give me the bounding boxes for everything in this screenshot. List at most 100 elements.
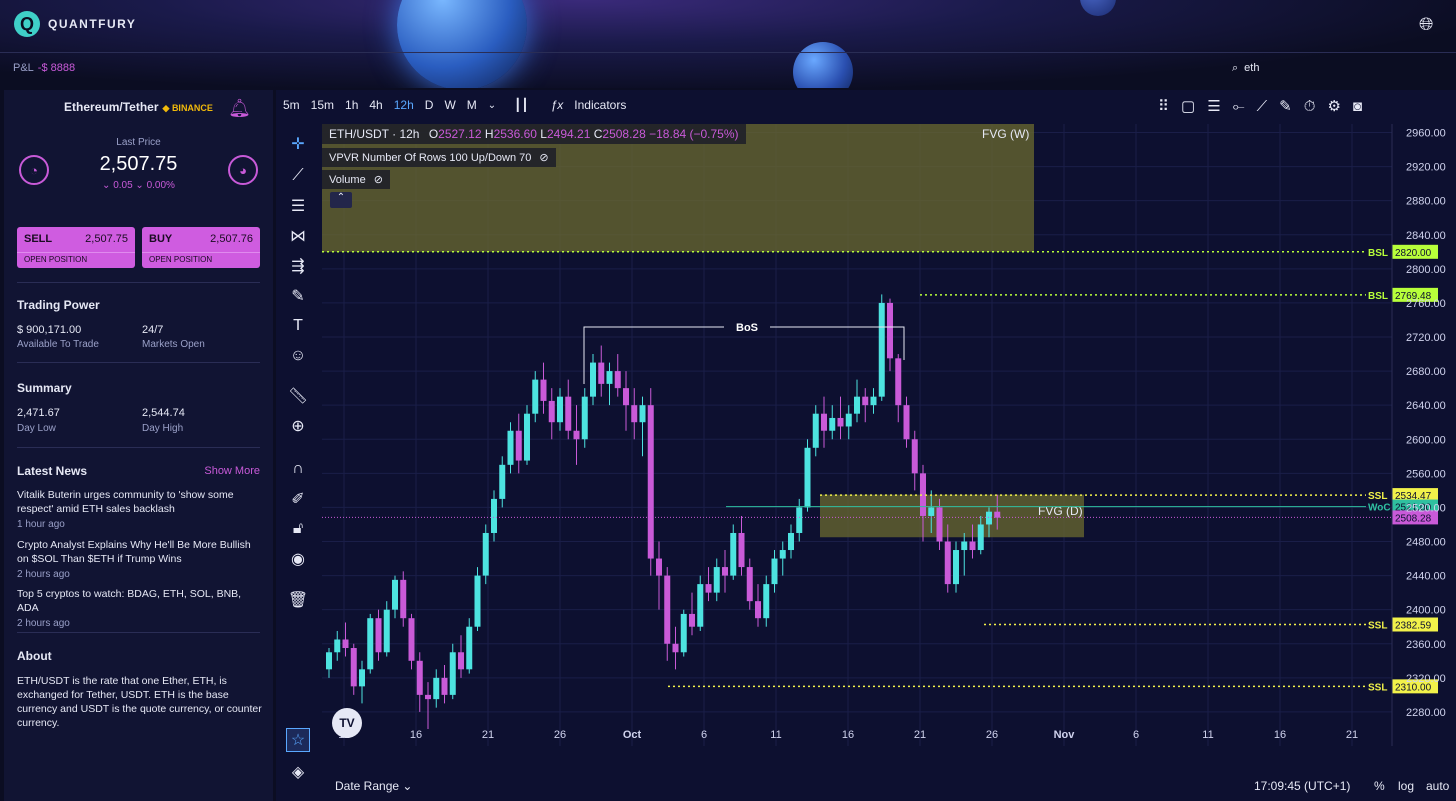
buy-button[interactable]: BUY 2,507.76 OPEN POSITION: [142, 227, 260, 268]
trend-line-icon[interactable]: ⟋: [292, 167, 304, 184]
eye-off-icon[interactable]: ⊘: [539, 152, 549, 164]
clock-readout[interactable]: 17:09:45 (UTC+1): [1254, 779, 1351, 793]
price-label-box: [1392, 488, 1438, 503]
timeframe-15m[interactable]: 15m: [310, 98, 335, 112]
candle-body: [557, 396, 563, 423]
collapse-legend-button[interactable]: ⌃: [330, 192, 352, 208]
available-label: Available To Trade: [17, 339, 99, 350]
tradingview-logo-icon[interactable]: TV: [332, 708, 362, 738]
legend-change: −18.84 (−0.75%): [649, 127, 739, 141]
brand[interactable]: Q QUANTFURY: [14, 11, 136, 37]
news-item[interactable]: Top 5 cryptos to watch: BDAG, ETH, SOL, …: [17, 587, 261, 631]
ruler-icon[interactable]: 📏︎: [287, 388, 309, 405]
news-item[interactable]: Crypto Analyst Explains Why He'll Be Mor…: [17, 538, 261, 582]
pattern-icon[interactable]: ⋈: [290, 228, 306, 245]
log-toggle[interactable]: log: [1398, 779, 1415, 793]
candle-type-icon[interactable]: ┃┃: [514, 98, 529, 112]
pair-name: Ethereum/Tether: [64, 100, 159, 114]
bull-alert-icon[interactable]: ◕: [228, 155, 258, 185]
gear-icon[interactable]: ⚙: [1327, 98, 1341, 115]
emoji-icon[interactable]: ☺: [289, 347, 307, 364]
vpvr-indicator[interactable]: VPVR Number Of Rows 100 Up/Down 70 ⊘: [322, 148, 556, 167]
percent-toggle[interactable]: %: [1374, 779, 1385, 793]
candle-body: [499, 464, 506, 499]
zoom-icon[interactable]: ⊕: [291, 418, 305, 435]
rectangle-icon[interactable]: ▢: [1181, 98, 1196, 115]
bear-alert-icon[interactable]: ◔: [19, 155, 49, 185]
candle-body: [986, 511, 992, 525]
timeframe-12h[interactable]: 12h: [393, 98, 414, 112]
about-title: About: [17, 649, 52, 663]
layers-icon[interactable]: ◈: [291, 764, 305, 781]
lines-icon[interactable]: ☰: [1207, 98, 1221, 115]
price-tick: 2440.00: [1406, 571, 1446, 583]
price-tick: 2640.00: [1406, 400, 1446, 412]
alert-bell-icon[interactable]: 🔔︎: [228, 98, 251, 118]
divider: [17, 447, 260, 448]
sell-button[interactable]: SELL 2,507.75 OPEN POSITION: [17, 227, 135, 268]
date-tick: 11: [770, 729, 781, 741]
crosshair-icon[interactable]: ✛: [291, 136, 305, 153]
pnl-value: -$ 8888: [37, 62, 76, 74]
chevron-down-icon[interactable]: ⌄: [487, 99, 497, 111]
candle-body: [887, 302, 893, 359]
timeframe-1h[interactable]: 1h: [345, 98, 359, 112]
timeframe-5m[interactable]: 5m: [283, 98, 300, 112]
camera-icon[interactable]: ◙: [1352, 97, 1362, 115]
favorite-star-icon[interactable]: ☆: [286, 728, 310, 752]
timeframe-w[interactable]: W: [444, 98, 456, 112]
auto-toggle[interactable]: auto: [1426, 779, 1450, 793]
horizontal-line-icon[interactable]: ⟜: [1232, 97, 1245, 115]
function-icon[interactable]: ƒx: [550, 98, 564, 112]
candle-body: [697, 584, 704, 627]
legend-close: 2508.28: [602, 127, 646, 141]
candle-body: [375, 618, 382, 653]
search-input[interactable]: eth: [1244, 62, 1260, 74]
lock-icon[interactable]: 🔓︎: [292, 520, 304, 537]
candle-body: [796, 507, 803, 533]
timeframe-d[interactable]: D: [424, 98, 434, 112]
alert-icon[interactable]: ⏱: [1303, 97, 1316, 115]
globe-icon[interactable]: 🌐︎: [1419, 14, 1434, 34]
search-box[interactable]: ⌕ eth: [1232, 62, 1259, 75]
indicators-button[interactable]: Indicators: [574, 98, 627, 112]
price-label-box: [1392, 499, 1438, 514]
candle-body: [969, 541, 976, 551]
magnet-icon[interactable]: ∩: [292, 460, 304, 477]
fvg-weekly-label: FVG (W): [982, 127, 1029, 141]
pair-title: Ethereum/Tether ◆ BINANCE: [4, 100, 273, 114]
candle-body: [359, 669, 365, 687]
volume-indicator[interactable]: Volume ⊘: [322, 170, 390, 189]
date-range-button[interactable]: Date Range ⌄: [335, 779, 412, 793]
news-title: Latest News: [17, 464, 88, 478]
timeframe-4h[interactable]: 4h: [369, 98, 383, 112]
text-icon[interactable]: T: [293, 317, 303, 334]
brush-icon[interactable]: ✎: [291, 288, 305, 305]
timeframe-m[interactable]: M: [466, 98, 477, 112]
price-label: 2310.00: [1395, 682, 1432, 693]
brush-icon[interactable]: ✎: [1279, 98, 1292, 115]
last-price-label: Last Price: [116, 137, 161, 148]
projection-icon[interactable]: ⇶: [291, 258, 305, 275]
candle-body: [383, 609, 390, 653]
candle-body: [548, 400, 555, 423]
price-chart[interactable]: FVG (W) FVG (D) BSL 2820.00 BSL 2769.48 SSL 253…: [322, 124, 1456, 746]
last-price-label: 2508.28: [1395, 513, 1432, 524]
chevron-down-icon: ⌄: [402, 779, 413, 793]
trend-line-icon[interactable]: ⟋: [1256, 97, 1268, 115]
fib-icon[interactable]: ☰: [290, 198, 306, 215]
price-tick: 2280.00: [1406, 707, 1446, 719]
show-more-link[interactable]: Show More: [204, 465, 260, 477]
drag-handle-icon[interactable]: ⠿: [1158, 98, 1169, 115]
eye-icon[interactable]: ◉: [291, 551, 305, 568]
candle-body: [936, 507, 943, 542]
news-item[interactable]: Vitalik Buterin urges community to 'show…: [17, 488, 261, 532]
candle-body: [433, 677, 440, 700]
eye-off-icon[interactable]: ⊘: [373, 174, 383, 186]
sell-label: SELL: [24, 233, 53, 245]
candle-body: [581, 396, 588, 440]
date-tick: 11: [1202, 729, 1213, 741]
pencil-lock-icon[interactable]: ✐: [291, 491, 305, 508]
trash-icon[interactable]: 🗑︎: [287, 592, 309, 609]
candle-body: [400, 579, 407, 619]
